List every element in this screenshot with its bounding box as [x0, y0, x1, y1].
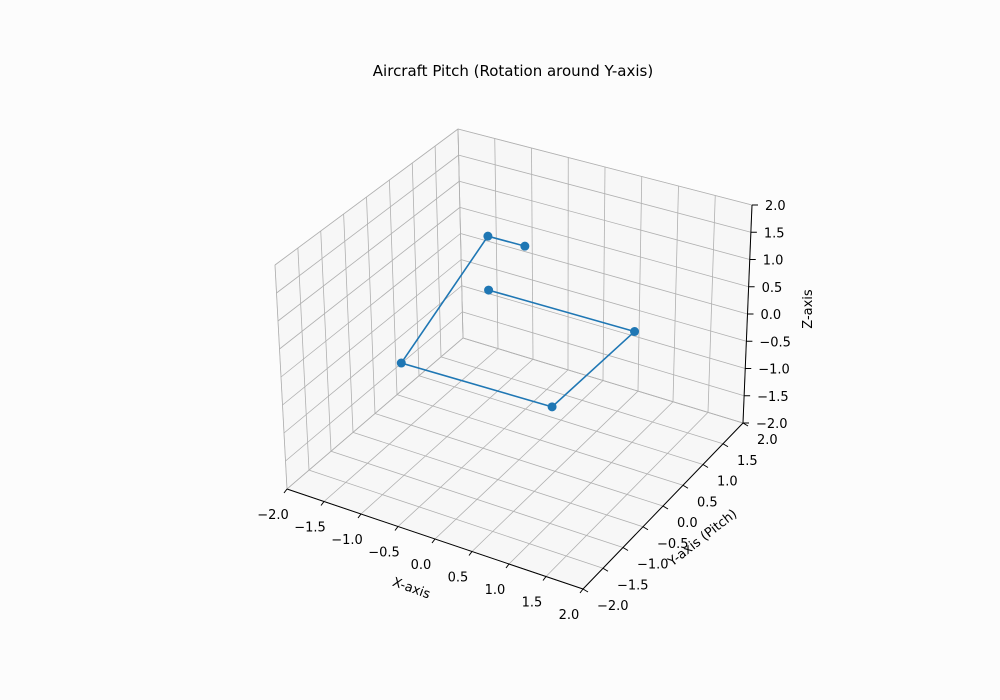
y-tick-mark	[722, 443, 729, 448]
z-tick-label: −1.0	[758, 363, 790, 378]
z-tick-label: 1.5	[764, 226, 785, 241]
data-point	[547, 402, 557, 412]
y-tick-label: 0.0	[677, 516, 698, 531]
x-tick-label: −2.0	[257, 508, 289, 523]
series-line	[399, 235, 637, 408]
gridline-x-floor	[545, 412, 709, 577]
gridline-z-back	[459, 206, 749, 288]
gridline-y-left	[457, 128, 464, 339]
y-tick-label: 2.0	[757, 433, 778, 448]
y-tick-label: 1.5	[737, 454, 758, 469]
y-tick-mark	[642, 526, 649, 531]
gridline-x-floor	[471, 390, 639, 552]
x-tick-mark	[283, 488, 288, 494]
x-tick-mark	[579, 588, 584, 594]
y-tick-label: −1.5	[617, 578, 649, 593]
gridline-z-left	[277, 180, 460, 322]
data-point	[396, 358, 406, 368]
gridline-y-floor	[462, 337, 744, 424]
z-tick-label: 0.0	[761, 308, 782, 323]
z-tick-label: 0.5	[762, 281, 783, 296]
gridline-z-back	[458, 154, 751, 233]
x-tick-label: 1.5	[522, 596, 543, 611]
gridline-y-floor	[396, 394, 684, 486]
series-group	[396, 231, 640, 412]
y-tick-mark	[702, 464, 709, 468]
gridline-x-floor	[508, 401, 674, 565]
z-axis-label: Z-axis	[801, 289, 816, 329]
gridline-x-back	[707, 195, 716, 413]
data-point	[484, 285, 494, 295]
gridline-y-left	[434, 145, 442, 357]
x-tick-label: 0.0	[411, 558, 432, 573]
x-tick-mark	[468, 551, 473, 556]
y-tick-label: −0.5	[657, 537, 689, 552]
y-tick-label: 0.5	[697, 495, 718, 510]
z-tick-label: −0.5	[759, 335, 791, 350]
gridline-y-floor	[374, 413, 664, 507]
y-tick-mark	[602, 567, 609, 572]
y-tick-mark	[582, 588, 589, 593]
gridline-z-left	[279, 207, 461, 350]
gridline-z-left	[274, 128, 459, 266]
axes-grid	[274, 128, 753, 590]
y-tick-mark	[622, 547, 629, 551]
x-tick-mark	[394, 526, 399, 531]
y-tick-label: 1.0	[717, 475, 738, 490]
x-tick-label: 2.0	[559, 608, 580, 623]
y-tick-mark	[662, 505, 669, 510]
data-point	[483, 231, 493, 241]
data-point	[630, 327, 640, 337]
chart-title: Aircraft Pitch (Rotation around Y-axis)	[373, 62, 653, 80]
x-tick-label: −0.5	[368, 546, 400, 561]
x-tick-label: −1.5	[294, 521, 326, 536]
gridline-z-left	[280, 233, 461, 378]
gridline-z-back	[459, 180, 750, 260]
x-tick-label: −1.0	[331, 533, 363, 548]
x-tick-label: 1.0	[485, 583, 506, 598]
gridline-z-back	[457, 128, 753, 206]
gridline-x-back	[672, 185, 679, 402]
gridline-y-left	[388, 179, 398, 395]
gridline-y-floor	[440, 356, 724, 445]
x-tick-mark	[431, 538, 436, 544]
x-axis-label: X-axis	[390, 575, 432, 603]
gridline-z-back	[460, 233, 748, 315]
gridline-z-left	[276, 154, 459, 294]
tick-group: −2.0 −2.0 −2.0 −1.5 −1.5 −1.5 −1.0 −1.0 −1.0 −0.5…	[257, 199, 791, 623]
y-tick-mark	[682, 484, 689, 489]
x-tick-mark	[542, 576, 547, 581]
gridline-y-floor	[418, 375, 704, 465]
x-tick-mark	[320, 501, 325, 506]
z-tick-label: 1.0	[763, 254, 784, 269]
data-point	[520, 241, 530, 251]
gridline-x-back	[637, 176, 643, 392]
z-tick-label: −1.5	[757, 390, 789, 405]
x-tick-label: 0.5	[448, 571, 469, 586]
z-tick-label: −2.0	[756, 417, 788, 432]
x-tick-mark	[505, 563, 510, 569]
y-tick-mark	[742, 422, 749, 427]
y-tick-label: −1.0	[637, 558, 669, 573]
x-tick-mark	[357, 513, 362, 519]
gridline-y-left	[411, 162, 420, 376]
z-tick-label: 2.0	[765, 199, 786, 214]
y-tick-label: −2.0	[597, 599, 629, 614]
